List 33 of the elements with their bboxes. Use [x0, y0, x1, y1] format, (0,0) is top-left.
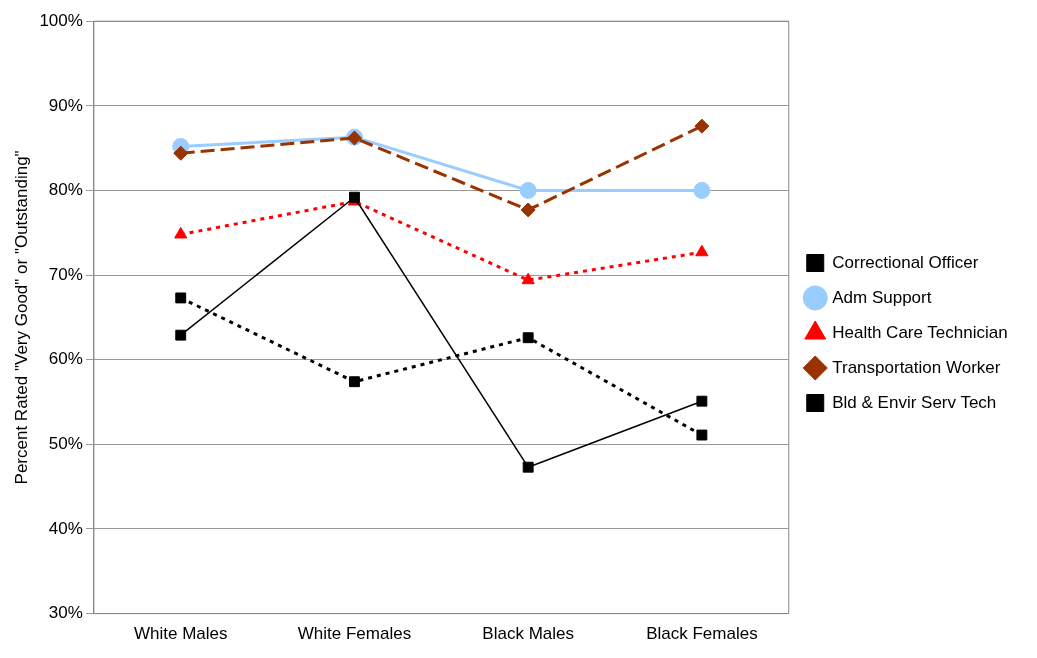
x-tick-label: Black Males — [482, 624, 574, 644]
point — [522, 332, 534, 344]
point — [696, 429, 708, 441]
x-tick-label: White Females — [297, 624, 412, 644]
point — [693, 181, 711, 199]
point — [696, 395, 708, 407]
x-tick-label: White Males — [133, 624, 228, 644]
point — [694, 118, 710, 134]
y-tick-label: 80% — [48, 180, 83, 200]
legend-label: Health Care Technician — [832, 322, 1008, 342]
point — [519, 181, 537, 199]
point — [522, 461, 534, 473]
point — [521, 272, 535, 285]
point — [174, 226, 188, 239]
point — [349, 376, 360, 388]
point — [175, 292, 187, 304]
y-tick-label: 30% — [48, 603, 83, 623]
x-tick-label: Black Females — [646, 624, 758, 644]
point — [695, 244, 709, 257]
legend-label: Bld & Envir Serv Tech — [832, 392, 997, 412]
legend-label: Correctional Officer — [832, 252, 979, 272]
y-tick-label: 50% — [48, 434, 83, 454]
point — [175, 329, 187, 341]
y-tick-label: 40% — [48, 518, 83, 538]
legend-label: Adm Support — [832, 287, 932, 307]
y-tick-label: 90% — [48, 95, 83, 115]
legend-label: Transportation Worker — [832, 357, 1001, 377]
y-axis-title: Percent Rated "Very Good" or "Outstanding" — [11, 150, 31, 485]
point — [520, 202, 536, 218]
y-tick-label: 70% — [48, 264, 83, 284]
y-tick-label: 60% — [48, 349, 83, 369]
y-tick-label: 100% — [39, 10, 83, 30]
point — [173, 145, 189, 161]
